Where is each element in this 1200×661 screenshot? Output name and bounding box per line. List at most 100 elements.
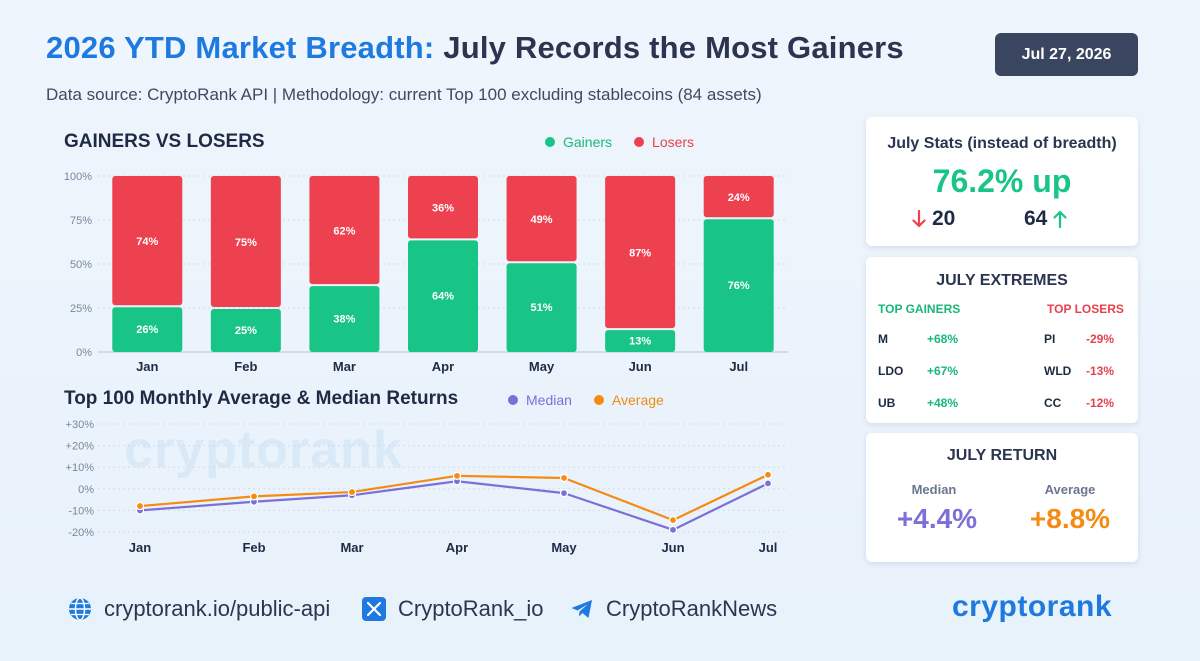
july-return-card: JULY RETURN Median Average +4.4% +8.8%: [866, 433, 1138, 562]
average-label: Average: [1044, 482, 1096, 497]
bar-xtick-label: Mar: [333, 359, 356, 374]
line-ytick-label: +20%: [66, 441, 95, 453]
losers-bar: [210, 176, 281, 307]
gainers-bar-label: 13%: [629, 336, 651, 348]
bar-xtick-label: Jun: [629, 359, 652, 374]
line-xtick-label: Jul: [759, 540, 778, 555]
legend-losers: Losers: [634, 134, 694, 150]
twitter-handle[interactable]: CryptoRank_io: [398, 596, 544, 621]
loser-row: PI -29%: [1044, 332, 1134, 346]
up-count: 64: [1024, 207, 1048, 230]
up-count-group: 64: [1024, 207, 1067, 231]
gainer-value: +67%: [927, 364, 959, 378]
legend-gainers-label: Gainers: [563, 134, 613, 150]
legend-losers-label: Losers: [652, 134, 695, 150]
bar-ytick-label: 50%: [70, 259, 92, 271]
bar-ytick-label: 0%: [76, 347, 92, 359]
losers-bar: [506, 176, 577, 262]
gainers-bar-label: 51%: [531, 302, 553, 314]
gainers-bar: [309, 286, 380, 352]
website-link[interactable]: cryptorank.io/public-api: [104, 596, 331, 621]
legend-average: Average: [593, 392, 664, 408]
x-logo-icon: [362, 597, 386, 621]
brand-logo: cryptorank: [952, 590, 1113, 623]
down-count-group: 20: [912, 207, 955, 231]
loser-symbol: WLD: [1044, 364, 1072, 378]
loser-row: CC -12%: [1044, 396, 1134, 410]
loser-value: -13%: [1086, 364, 1115, 378]
footer-twitter[interactable]: CryptoRank_io: [362, 596, 544, 622]
gainers-bar: [506, 263, 577, 352]
bar-xtick-label: Apr: [432, 359, 454, 374]
july-stats-headline: 76.2% up: [932, 163, 1072, 199]
arrow-up-icon: [1053, 209, 1067, 229]
median-value: +4.4%: [896, 503, 978, 534]
gainers-bar: [408, 240, 478, 352]
gainer-symbol: UB: [878, 396, 896, 410]
median-label: Median: [911, 482, 957, 497]
legend-average-swatch: [593, 395, 604, 405]
bar-ytick-label: 25%: [70, 303, 92, 315]
july-stats-card: July Stats (instead of breadth) 76.2% up…: [866, 117, 1138, 246]
loser-value: -12%: [1086, 396, 1115, 410]
line-xtick-label: Mar: [340, 540, 363, 555]
bar-ytick-label: 100%: [64, 171, 92, 183]
median-point: [559, 489, 569, 498]
july-extremes-card: JULY EXTREMES TOP GAINERS TOP LOSERS M +…: [866, 257, 1138, 423]
bar-xtick-label: May: [529, 359, 555, 374]
footer-website[interactable]: cryptorank.io/public-api: [68, 596, 330, 622]
losers-bar: [309, 176, 380, 285]
gainer-row: LDO +67%: [878, 364, 988, 378]
average-point: [452, 471, 462, 480]
legend-median-swatch: [508, 395, 518, 405]
losers-bar-label: 74%: [136, 236, 158, 248]
average-point: [668, 516, 678, 525]
legend-gainers: Gainers: [545, 134, 612, 150]
gainers-bar-label: 38%: [333, 314, 355, 326]
losers-bar-label: 75%: [235, 237, 257, 249]
title-rest: July Records the Most Gainers: [434, 30, 904, 65]
line-xtick-label: May: [551, 540, 577, 555]
gainer-row: M +68%: [878, 332, 988, 346]
date-badge: Jul 27, 2026: [995, 33, 1138, 76]
median-point: [763, 479, 773, 488]
line-ytick-label: -10%: [68, 505, 94, 517]
july-return-title: JULY RETURN: [946, 447, 1058, 464]
average-point: [347, 487, 357, 497]
gainers-bar-label: 76%: [728, 280, 750, 292]
gainers-bar-label: 25%: [235, 325, 257, 337]
bar-xtick-label: Jan: [136, 359, 158, 374]
globe-icon: [68, 597, 92, 621]
gainers-bar-label: 26%: [136, 324, 158, 336]
bar-chart: 0% 25% 50% 75% 100% 26% 74% Jan 25% 75% Feb 38% 62% M…: [64, 171, 788, 374]
average-value: +8.8%: [1029, 503, 1111, 534]
line-xtick-label: Apr: [446, 540, 468, 555]
average-point: [559, 473, 569, 483]
legend-gainers-swatch: [545, 137, 555, 147]
gainer-value: +48%: [927, 396, 959, 410]
footer-telegram[interactable]: CryptoRankNews: [570, 596, 777, 622]
legend-losers-swatch: [634, 137, 645, 147]
telegram-handle[interactable]: CryptoRankNews: [606, 596, 778, 621]
line-xtick-label: Jun: [661, 540, 684, 555]
line-chart-title: Top 100 Monthly Average & Median Returns: [64, 388, 459, 409]
line-chart: -20% -10% 0% +10% +20% +30% Jan Feb Mar Apr May Jun…: [66, 419, 788, 555]
average-point: [763, 470, 773, 479]
july-stats-title: July Stats (instead of breadth): [887, 135, 1117, 152]
loser-symbol: PI: [1044, 332, 1056, 346]
july-extremes-title: JULY EXTREMES: [936, 272, 1068, 289]
gainers-bar: [703, 219, 774, 352]
bar-ytick-label: 75%: [70, 215, 92, 227]
losers-bar-label: 36%: [432, 203, 454, 215]
median-point: [668, 525, 678, 534]
top-gainers-header: TOP GAINERS: [878, 302, 961, 316]
line-chart-legend: Median Average: [508, 392, 686, 408]
page-subtitle: Data source: CryptoRank API | Methodolog…: [46, 85, 762, 104]
gainer-symbol: LDO: [878, 364, 904, 378]
down-count: 20: [932, 207, 956, 230]
line-xtick-label: Jan: [129, 540, 151, 555]
bar-chart-title: GAINERS VS LOSERS: [64, 131, 265, 152]
gainer-symbol: M: [878, 332, 888, 346]
average-point: [249, 492, 259, 501]
line-ytick-label: -20%: [68, 527, 94, 539]
